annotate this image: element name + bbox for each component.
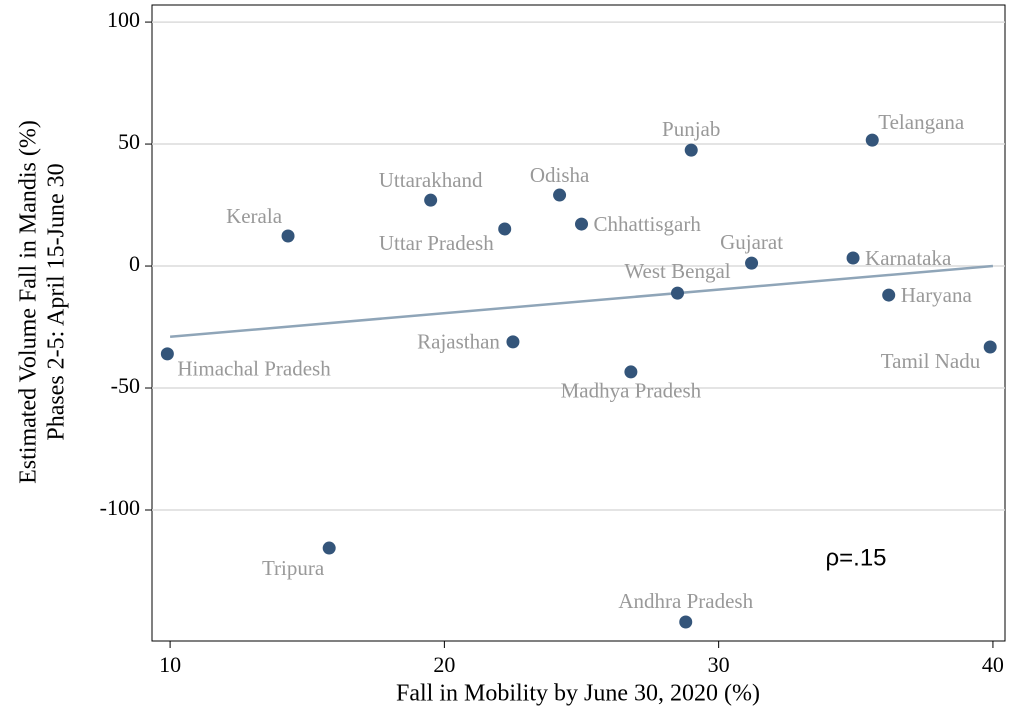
y-tick-label: -100 — [100, 495, 140, 520]
point — [160, 347, 174, 361]
point-label: West Bengal — [624, 259, 730, 283]
y-tick-label: 50 — [118, 129, 140, 154]
y-tick-label: 100 — [107, 7, 140, 32]
point — [882, 288, 896, 302]
point-label: Gujarat — [720, 230, 783, 254]
point — [983, 340, 997, 354]
point — [671, 286, 685, 300]
point — [865, 133, 879, 147]
point-label: Telangana — [878, 110, 965, 134]
point-label: Haryana — [901, 283, 973, 307]
point — [322, 541, 336, 555]
point-label: Uttar Pradesh — [379, 231, 494, 255]
x-tick-label: 30 — [708, 652, 730, 677]
y-axis-title: Estimated Volume Fall in Mandis (%) — [16, 120, 42, 484]
annotation: ρ=.15 — [825, 544, 886, 571]
point-label: Madhya Pradesh — [561, 379, 702, 403]
point-label: Punjab — [662, 117, 720, 141]
point-label: Rajasthan — [417, 330, 500, 354]
fit-line — [169, 264, 994, 339]
point — [745, 256, 759, 270]
y-axis-title: Phases 2-5: April 15-June 30 — [44, 163, 70, 440]
point-label: Tamil Nadu — [881, 349, 981, 373]
point — [684, 143, 698, 157]
point-label: Chhattisgarh — [594, 212, 702, 236]
point — [624, 365, 638, 379]
point — [498, 222, 512, 236]
point-label: Kerala — [226, 204, 283, 228]
point — [846, 251, 860, 265]
point-label: Andhra Pradesh — [618, 589, 753, 613]
point-label: Odisha — [530, 163, 590, 187]
point — [575, 217, 589, 231]
point — [424, 193, 438, 207]
point-label: Himachal Pradesh — [177, 357, 331, 381]
x-axis-title: Fall in Mobility by June 30, 2020 (%) — [396, 681, 760, 707]
y-tick-label: -50 — [111, 373, 140, 398]
x-tick-label: 20 — [433, 652, 455, 677]
x-tick-label: 10 — [159, 652, 181, 677]
point — [679, 615, 693, 629]
point-label: Uttarakhand — [379, 168, 483, 192]
point-label: Karnataka — [865, 246, 952, 270]
y-tick-label: 0 — [129, 251, 140, 276]
point-label: Tripura — [262, 556, 325, 580]
x-tick-label: 40 — [982, 652, 1004, 677]
point — [281, 229, 295, 243]
plot-frame — [151, 4, 1006, 642]
point — [553, 188, 567, 202]
point — [506, 335, 520, 349]
